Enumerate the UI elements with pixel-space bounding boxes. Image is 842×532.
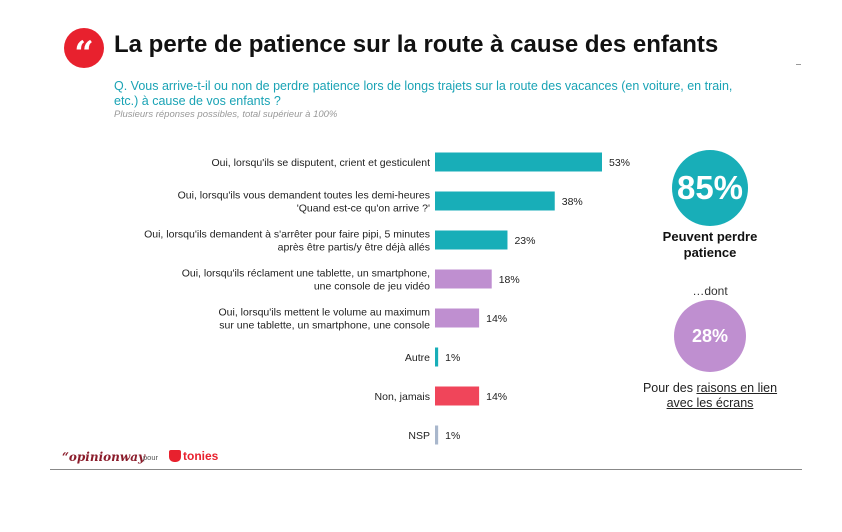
survey-question: Q. Vous arrive-t-il ou non de perdre pat…	[114, 79, 733, 108]
opinionway-logo: “opinionway	[62, 450, 145, 464]
total-caption: Peuvent perdre patience	[662, 229, 758, 260]
tonies-icon	[169, 450, 181, 462]
value-label-4: 14%	[486, 313, 507, 325]
category-label-4-1: sur une tablette, un smartphone, une con…	[219, 320, 430, 332]
category-label-3-0: Oui, lorsqu'ils réclament une tablette, …	[182, 268, 430, 280]
page-title: La perte de patience sur la route à caus…	[114, 31, 719, 58]
tonies-logo: tonies	[183, 449, 219, 463]
screens-caption-link: raisons en lien avec les écrans	[666, 381, 778, 410]
value-label-7: 1%	[445, 430, 460, 442]
category-label-5-0: Autre	[405, 352, 430, 364]
bar-0	[435, 152, 602, 172]
bar-4	[435, 308, 480, 328]
category-label-2-1: après être partis/y être déjà allés	[278, 242, 430, 254]
bar-6	[435, 386, 480, 406]
pour-label: pour	[143, 453, 159, 462]
category-label-4-0: Oui, lorsqu'ils mettent le volume au max…	[219, 307, 431, 319]
value-label-6: 14%	[486, 391, 507, 403]
category-label-6-0: Non, jamais	[375, 391, 430, 403]
value-label-3: 18%	[499, 274, 520, 286]
screens-pct-circle: 28%	[674, 300, 746, 372]
bar-7	[435, 425, 439, 445]
category-label-2-0: Oui, lorsqu'ils demandent à s'arrêter po…	[144, 229, 430, 241]
bar-2	[435, 230, 508, 250]
footer-divider	[50, 469, 802, 470]
value-label-2: 23%	[514, 235, 535, 247]
bar-1	[435, 191, 555, 211]
category-label-1-1: 'Quand est-ce qu'on arrive ?'	[297, 203, 430, 215]
bar-5	[435, 347, 439, 367]
quote-icon: “	[64, 28, 104, 74]
corner-mark	[796, 64, 801, 65]
bar-3	[435, 269, 492, 289]
category-label-7-0: NSP	[408, 430, 430, 442]
screens-caption: Pour des raisons en lien avec les écrans	[630, 381, 790, 411]
dont-label: …dont	[692, 284, 728, 298]
value-label-5: 1%	[445, 352, 460, 364]
value-label-1: 38%	[562, 196, 583, 208]
screens-caption-pre: Pour des	[642, 381, 697, 395]
category-label-3-1: une console de jeu vidéo	[314, 281, 430, 293]
category-label-0-0: Oui, lorsqu'ils se disputent, crient et …	[211, 157, 430, 169]
value-label-0: 53%	[609, 157, 630, 169]
survey-note: Plusieurs réponses possibles, total supé…	[114, 109, 338, 120]
total-pct-circle: 85%	[672, 150, 748, 226]
category-label-1-0: Oui, lorsqu'ils vous demandent toutes le…	[178, 190, 430, 202]
